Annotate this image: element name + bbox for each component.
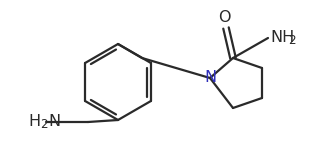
Text: 2: 2 <box>40 117 48 131</box>
Text: 2: 2 <box>288 33 296 47</box>
Text: O: O <box>218 10 230 25</box>
Text: N: N <box>204 71 216 85</box>
Text: N: N <box>48 114 60 130</box>
Text: NH: NH <box>270 31 294 45</box>
Text: H: H <box>28 114 40 130</box>
